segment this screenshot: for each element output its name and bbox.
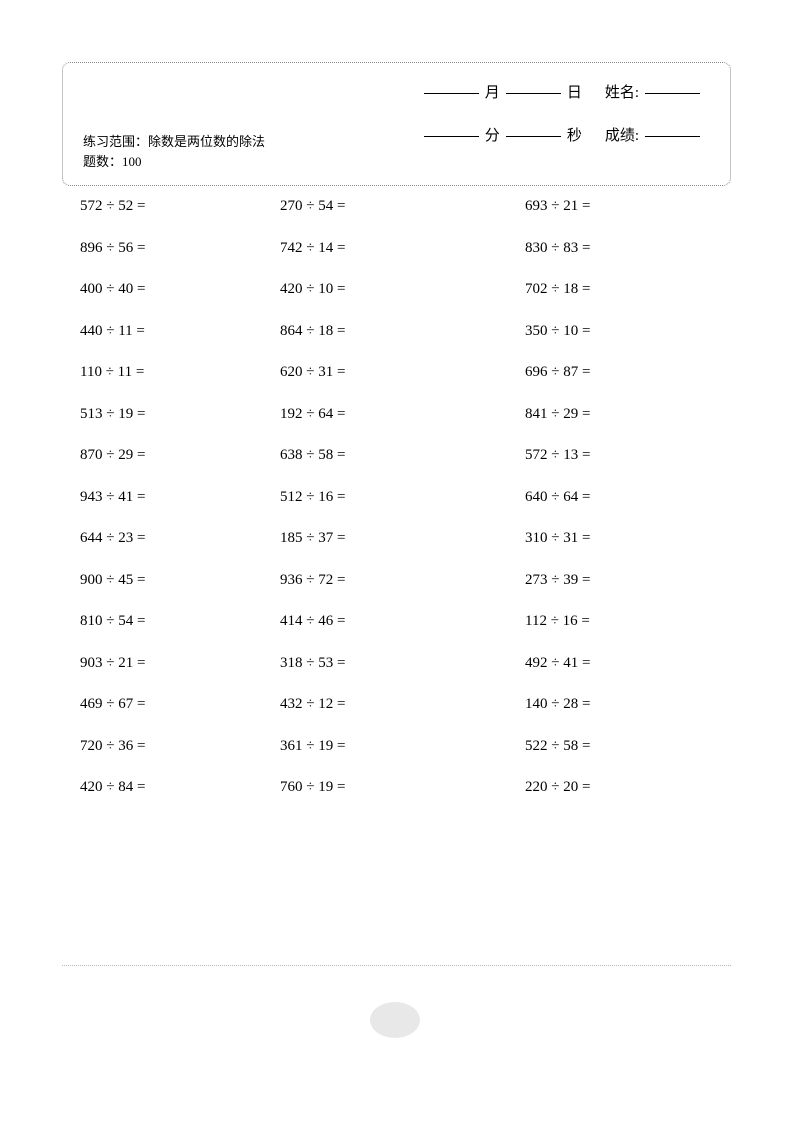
- problem-cell: 620 ÷ 31 =: [280, 364, 525, 381]
- problem-cell: 644 ÷ 23 =: [80, 530, 280, 547]
- problem-cell: 192 ÷ 64 =: [280, 406, 525, 423]
- problem-cell: 185 ÷ 37 =: [280, 530, 525, 547]
- problem-cell: 638 ÷ 58 =: [280, 447, 525, 464]
- day-blank[interactable]: [506, 93, 561, 94]
- minute-label: 分: [485, 124, 500, 145]
- name-label: 姓名:: [605, 81, 639, 102]
- problem-cell: 864 ÷ 18 =: [280, 323, 525, 340]
- minute-blank[interactable]: [424, 136, 479, 137]
- practice-description: 练习范围：除数是两位数的除法 题数：100: [83, 132, 273, 171]
- problem-row: 420 ÷ 84 =760 ÷ 19 =220 ÷ 20 =: [80, 779, 720, 796]
- problem-row: 513 ÷ 19 =192 ÷ 64 =841 ÷ 29 =: [80, 406, 720, 423]
- header-date-row: 月 日 姓名:: [83, 81, 710, 102]
- problem-cell: 420 ÷ 84 =: [80, 779, 280, 796]
- problem-cell: 572 ÷ 13 =: [525, 447, 720, 464]
- problem-cell: 400 ÷ 40 =: [80, 281, 280, 298]
- month-blank[interactable]: [424, 93, 479, 94]
- problem-row: 943 ÷ 41 =512 ÷ 16 =640 ÷ 64 =: [80, 489, 720, 506]
- problem-cell: 432 ÷ 12 =: [280, 696, 525, 713]
- problem-cell: 760 ÷ 19 =: [280, 779, 525, 796]
- day-label: 日: [567, 81, 582, 102]
- problem-cell: 572 ÷ 52 =: [80, 198, 280, 215]
- problem-row: 110 ÷ 11 =620 ÷ 31 =696 ÷ 87 =: [80, 364, 720, 381]
- problem-cell: 720 ÷ 36 =: [80, 738, 280, 755]
- problem-row: 903 ÷ 21 =318 ÷ 53 =492 ÷ 41 =: [80, 655, 720, 672]
- problem-cell: 870 ÷ 29 =: [80, 447, 280, 464]
- score-blank[interactable]: [645, 136, 700, 137]
- month-label: 月: [485, 81, 500, 102]
- problem-cell: 640 ÷ 64 =: [525, 489, 720, 506]
- problem-row: 572 ÷ 52 =270 ÷ 54 =693 ÷ 21 =: [80, 198, 720, 215]
- problem-cell: 318 ÷ 53 =: [280, 655, 525, 672]
- problem-cell: 702 ÷ 18 =: [525, 281, 720, 298]
- problem-cell: 420 ÷ 10 =: [280, 281, 525, 298]
- problem-cell: 693 ÷ 21 =: [525, 198, 720, 215]
- problem-cell: 140 ÷ 28 =: [525, 696, 720, 713]
- problem-row: 896 ÷ 56 =742 ÷ 14 =830 ÷ 83 =: [80, 240, 720, 257]
- problem-cell: 936 ÷ 72 =: [280, 572, 525, 589]
- problem-cell: 903 ÷ 21 =: [80, 655, 280, 672]
- problem-cell: 896 ÷ 56 =: [80, 240, 280, 257]
- problem-cell: 696 ÷ 87 =: [525, 364, 720, 381]
- problem-row: 870 ÷ 29 =638 ÷ 58 =572 ÷ 13 =: [80, 447, 720, 464]
- problem-row: 400 ÷ 40 =420 ÷ 10 =702 ÷ 18 =: [80, 281, 720, 298]
- problem-cell: 440 ÷ 11 =: [80, 323, 280, 340]
- problem-cell: 361 ÷ 19 =: [280, 738, 525, 755]
- problem-cell: 270 ÷ 54 =: [280, 198, 525, 215]
- problem-cell: 841 ÷ 29 =: [525, 406, 720, 423]
- header-box: 月 日 姓名: 分 秒 成绩: 练习范围：除数是两位数的除法 题数：100: [62, 62, 731, 186]
- problem-cell: 943 ÷ 41 =: [80, 489, 280, 506]
- problem-cell: 513 ÷ 19 =: [80, 406, 280, 423]
- problem-row: 440 ÷ 11 =864 ÷ 18 =350 ÷ 10 =: [80, 323, 720, 340]
- problem-row: 900 ÷ 45 =936 ÷ 72 =273 ÷ 39 =: [80, 572, 720, 589]
- problem-cell: 273 ÷ 39 =: [525, 572, 720, 589]
- problem-cell: 350 ÷ 10 =: [525, 323, 720, 340]
- problem-cell: 900 ÷ 45 =: [80, 572, 280, 589]
- problem-cell: 742 ÷ 14 =: [280, 240, 525, 257]
- problem-row: 720 ÷ 36 =361 ÷ 19 =522 ÷ 58 =: [80, 738, 720, 755]
- score-label: 成绩:: [605, 124, 639, 145]
- problem-row: 644 ÷ 23 =185 ÷ 37 =310 ÷ 31 =: [80, 530, 720, 547]
- second-label: 秒: [567, 124, 582, 145]
- problem-cell: 512 ÷ 16 =: [280, 489, 525, 506]
- page-number-oval: [370, 1002, 420, 1038]
- second-blank[interactable]: [506, 136, 561, 137]
- problem-row: 810 ÷ 54 =414 ÷ 46 =112 ÷ 16 =: [80, 613, 720, 630]
- problem-cell: 522 ÷ 58 =: [525, 738, 720, 755]
- problem-cell: 830 ÷ 83 =: [525, 240, 720, 257]
- name-blank[interactable]: [645, 93, 700, 94]
- problem-cell: 112 ÷ 16 =: [525, 613, 720, 630]
- problem-row: 469 ÷ 67 =432 ÷ 12 =140 ÷ 28 =: [80, 696, 720, 713]
- problem-cell: 110 ÷ 11 =: [80, 364, 280, 381]
- problems-grid: 572 ÷ 52 =270 ÷ 54 =693 ÷ 21 = 896 ÷ 56 =…: [80, 198, 720, 821]
- problem-cell: 469 ÷ 67 =: [80, 696, 280, 713]
- problem-cell: 220 ÷ 20 =: [525, 779, 720, 796]
- problem-cell: 492 ÷ 41 =: [525, 655, 720, 672]
- problem-cell: 414 ÷ 46 =: [280, 613, 525, 630]
- problem-cell: 310 ÷ 31 =: [525, 530, 720, 547]
- problem-cell: 810 ÷ 54 =: [80, 613, 280, 630]
- bottom-divider: [62, 965, 731, 966]
